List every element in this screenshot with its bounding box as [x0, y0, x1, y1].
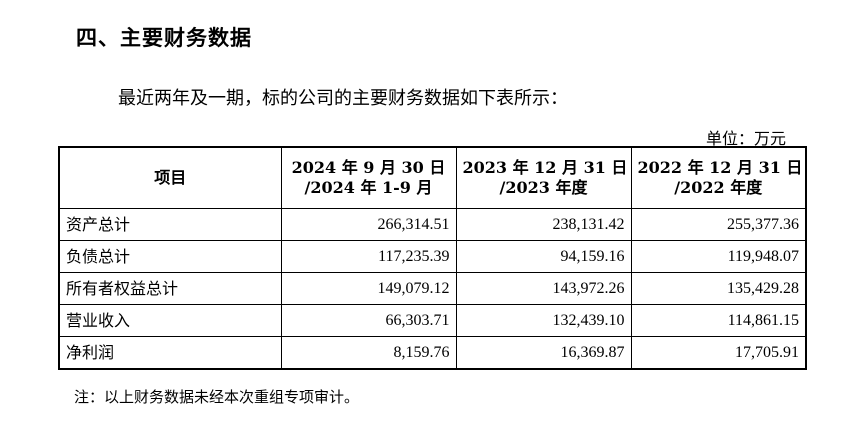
cell-2023: 94,159.16	[455, 240, 632, 273]
cell-2024: 117,235.39	[280, 240, 457, 273]
header-2022: 2022 年 12 月 31 日 /2022 年度	[630, 146, 807, 209]
intro-paragraph: 最近两年及一期，标的公司的主要财务数据如下表所示：	[118, 88, 568, 109]
header-item: 项目	[58, 146, 282, 209]
row-label: 营业收入	[58, 304, 282, 337]
financial-data-table: 项目 2024 年 9 月 30 日 /2024 年 1-9 月 2023 年 …	[58, 146, 807, 370]
table-header-row: 项目 2024 年 9 月 30 日 /2024 年 1-9 月 2023 年 …	[58, 146, 807, 209]
row-label: 负债总计	[58, 240, 282, 273]
footnote: 注：以上财务数据未经本次重组专项审计。	[74, 388, 360, 406]
header-2024: 2024 年 9 月 30 日 /2024 年 1-9 月	[280, 146, 457, 209]
header-2022-period: /2022 年度	[674, 178, 763, 197]
header-2023: 2023 年 12 月 31 日 /2023 年度	[455, 146, 632, 209]
table-row-total-equity: 所有者权益总计 149,079.12 143,972.26 135,429.28	[58, 272, 807, 305]
cell-2022: 135,429.28	[630, 272, 807, 305]
header-2024-date: 2024 年 9 月 30 日	[291, 158, 446, 177]
cell-2022: 114,861.15	[630, 304, 807, 337]
table-row-net-profit: 净利润 8,159.76 16,369.87 17,705.91	[58, 336, 807, 370]
table-row-revenue: 营业收入 66,303.71 132,439.10 114,861.15	[58, 304, 807, 337]
row-label: 净利润	[58, 336, 282, 370]
cell-2024: 66,303.71	[280, 304, 457, 337]
unit-label: 单位：万元	[706, 129, 787, 148]
cell-2023: 132,439.10	[455, 304, 632, 337]
cell-2022: 119,948.07	[630, 240, 807, 273]
cell-2023: 143,972.26	[455, 272, 632, 305]
table-row-total-assets: 资产总计 266,314.51 238,131.42 255,377.36	[58, 208, 807, 241]
cell-2022: 255,377.36	[630, 208, 807, 241]
row-label: 所有者权益总计	[58, 272, 282, 305]
header-item-label: 项目	[154, 168, 187, 187]
cell-2023: 238,131.42	[455, 208, 632, 241]
header-2024-period: /2024 年 1-9 月	[304, 178, 433, 197]
header-2023-date: 2023 年 12 月 31 日	[462, 158, 628, 177]
section-title: 四、主要财务数据	[76, 26, 252, 50]
cell-2024: 149,079.12	[280, 272, 457, 305]
cell-2023: 16,369.87	[455, 336, 632, 370]
cell-2022: 17,705.91	[630, 336, 807, 370]
table-row-total-liabilities: 负债总计 117,235.39 94,159.16 119,948.07	[58, 240, 807, 273]
cell-2024: 266,314.51	[280, 208, 457, 241]
row-label: 资产总计	[58, 208, 282, 241]
cell-2024: 8,159.76	[280, 336, 457, 370]
header-2022-date: 2022 年 12 月 31 日	[637, 158, 803, 177]
header-2023-period: /2023 年度	[499, 178, 588, 197]
